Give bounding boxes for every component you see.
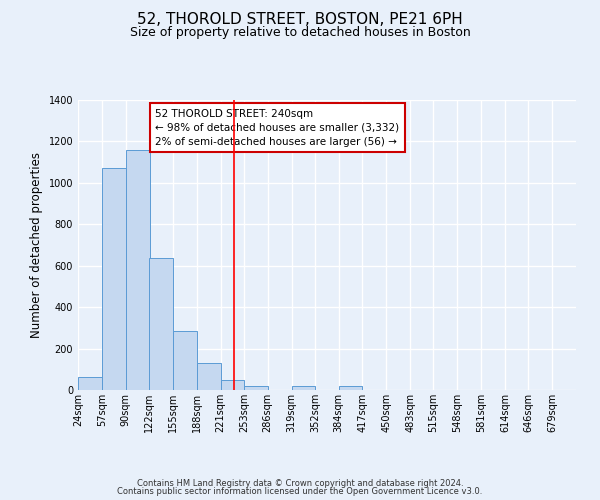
Bar (149, 258, 173, 390)
Text: Size of property relative to detached houses in Boston: Size of property relative to detached ho… (130, 26, 470, 39)
Bar (338, 386, 362, 390)
Text: 52 THOROLD STREET: 240sqm
← 98% of detached houses are smaller (3,332)
2% of sem: 52 THOROLD STREET: 240sqm ← 98% of detac… (155, 108, 400, 146)
Text: Contains public sector information licensed under the Open Government Licence v3: Contains public sector information licen… (118, 487, 482, 496)
Bar (221, 380, 244, 390)
Bar (78, 376, 102, 390)
Bar (292, 386, 316, 390)
Bar (102, 168, 126, 390)
Text: Contains HM Land Registry data © Crown copyright and database right 2024.: Contains HM Land Registry data © Crown c… (137, 478, 463, 488)
Bar (173, 331, 197, 390)
Y-axis label: Number of detached properties: Number of detached properties (30, 152, 43, 338)
Bar (244, 386, 268, 390)
Text: 52, THOROLD STREET, BOSTON, PE21 6PH: 52, THOROLD STREET, BOSTON, PE21 6PH (137, 12, 463, 28)
Bar (126, 150, 149, 390)
Bar (197, 363, 221, 390)
